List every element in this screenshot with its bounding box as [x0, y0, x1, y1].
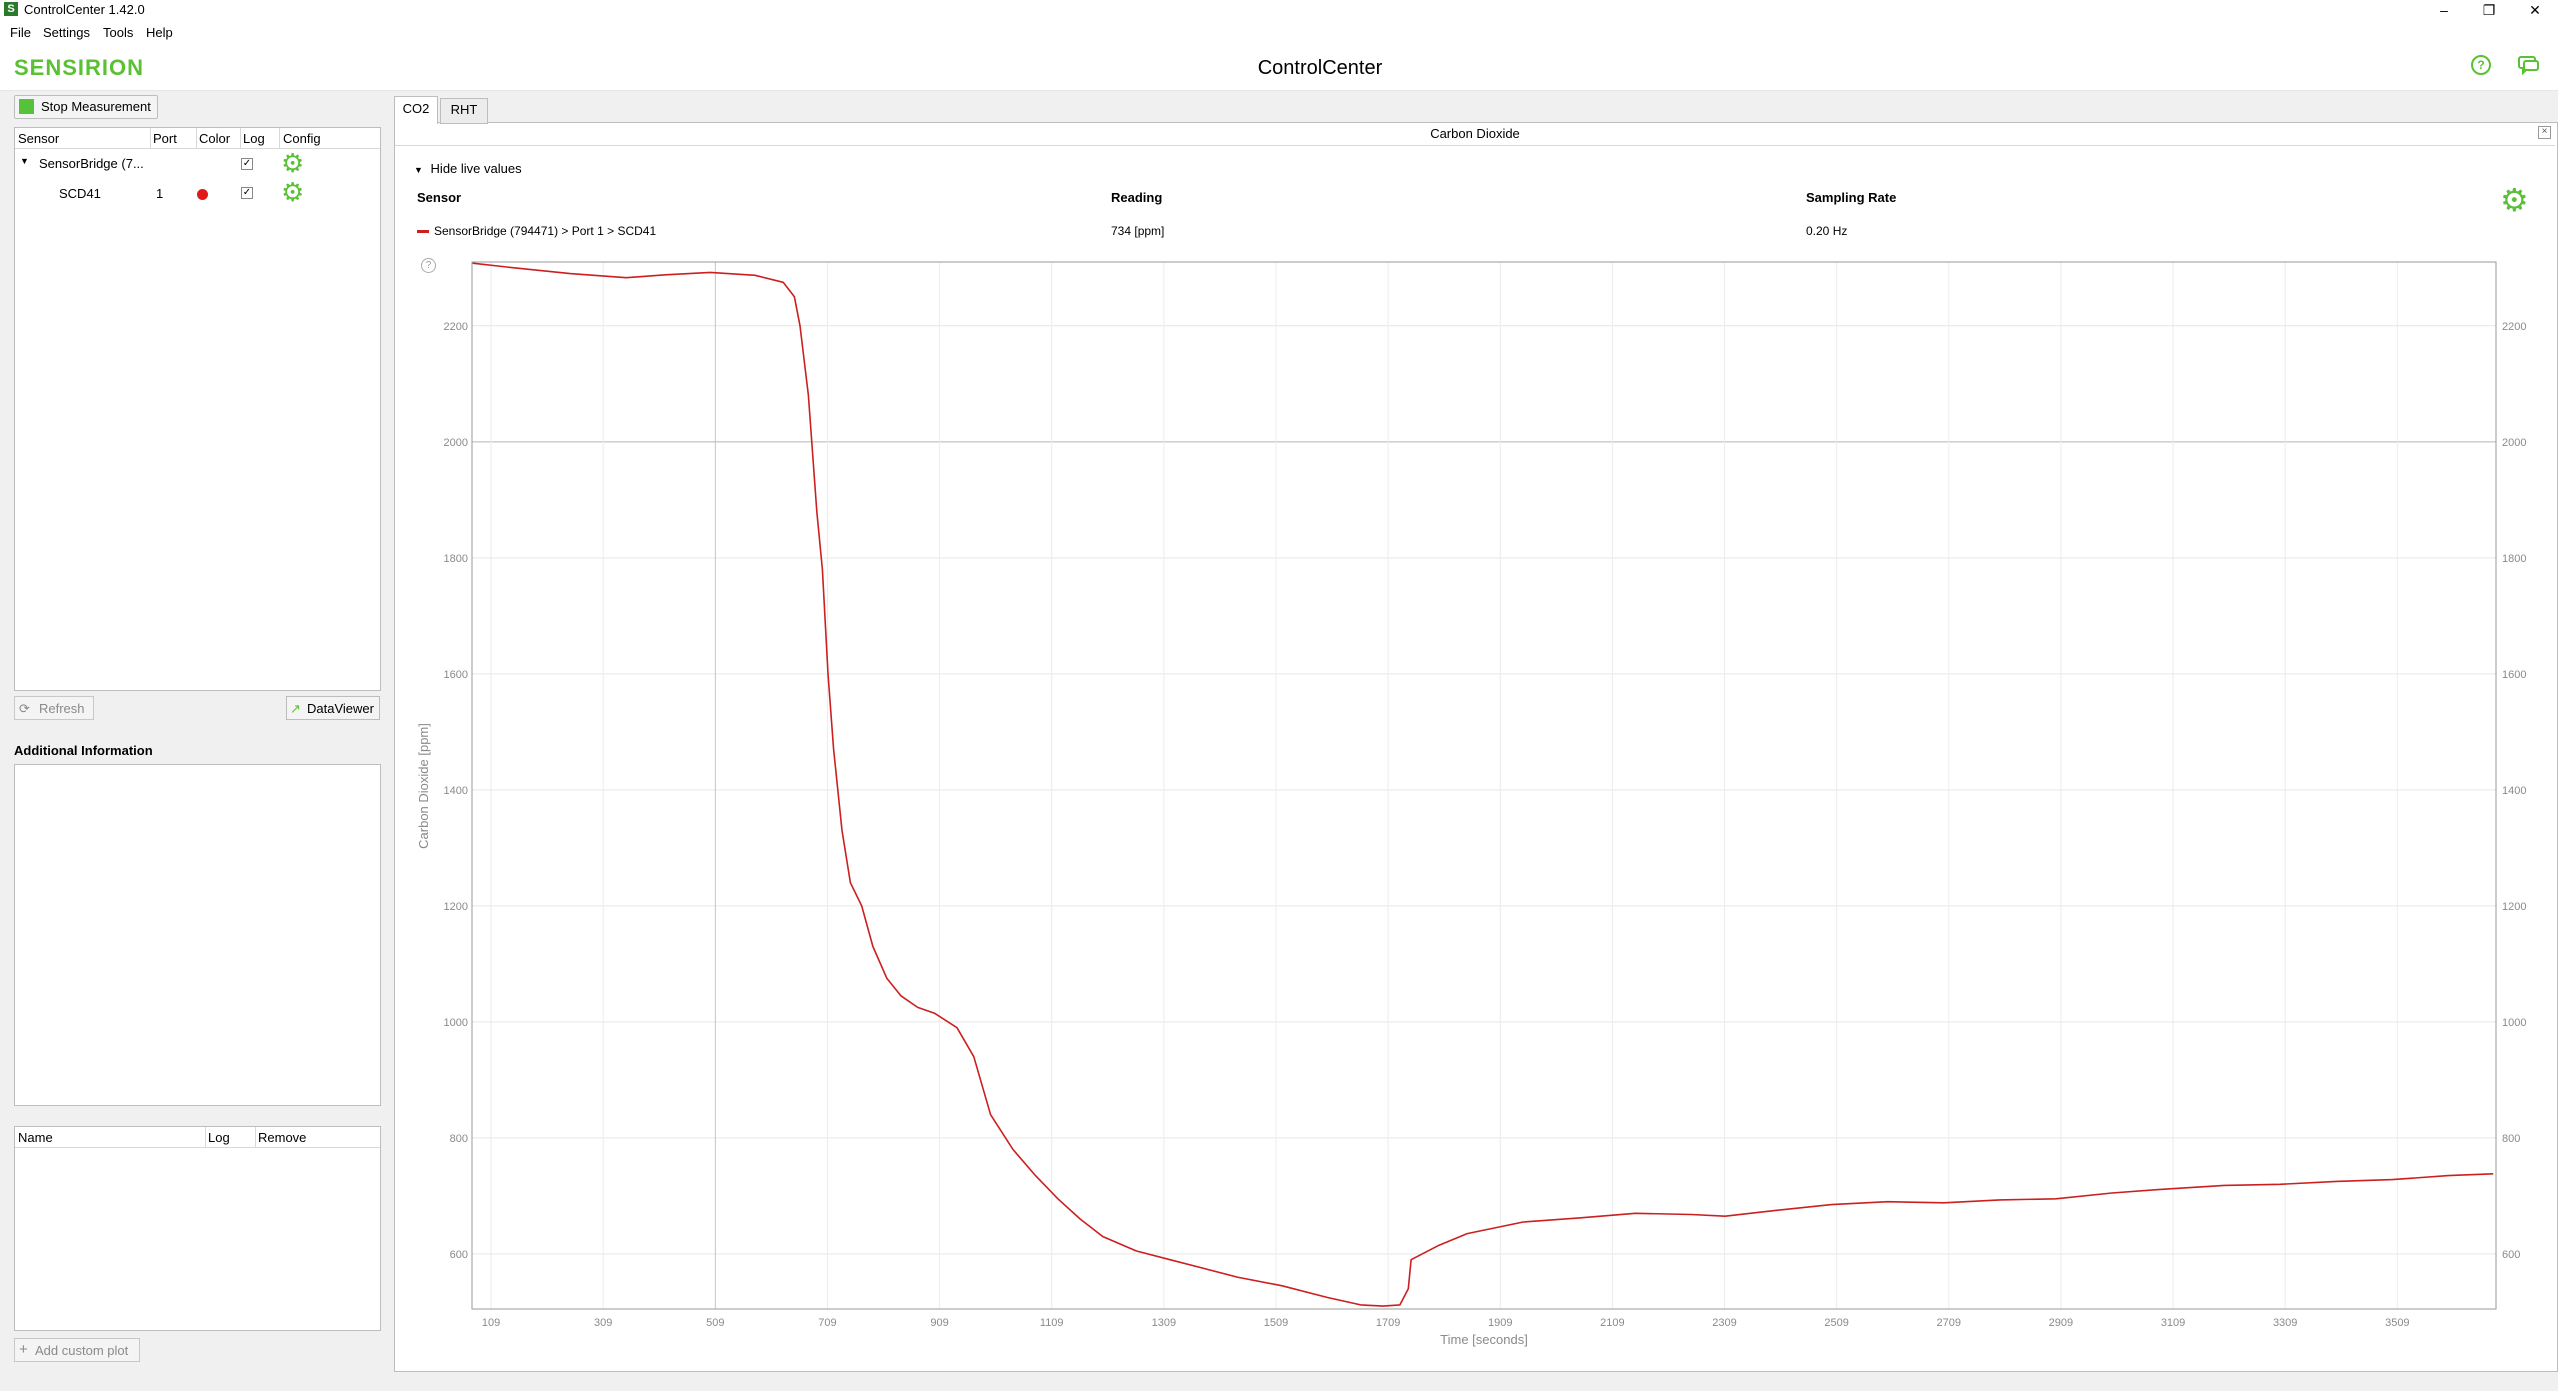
column-divider	[205, 1127, 206, 1147]
panel-title: Carbon Dioxide	[1430, 126, 1520, 141]
plus-icon: +	[19, 1341, 28, 1358]
column-divider	[196, 128, 197, 148]
minimize-icon[interactable]: –	[2440, 2, 2448, 18]
live-header-sensor: Sensor	[417, 190, 462, 205]
additional-info-title: Additional Information	[14, 743, 153, 758]
refresh-button[interactable]: ⟳ Refresh	[14, 696, 94, 720]
stop-icon	[19, 99, 34, 114]
title-bar	[0, 0, 2558, 20]
brand-logo: SENSIRION	[14, 55, 145, 80]
color-dot-icon[interactable]	[197, 189, 208, 200]
restore-icon[interactable]: ❐	[2482, 2, 2496, 18]
close-icon[interactable]: ✕	[2529, 2, 2541, 18]
panel-title-bar	[395, 123, 2555, 146]
refresh-icon: ⟳	[19, 701, 30, 716]
stop-measurement-button[interactable]: Stop Measurement	[14, 95, 158, 119]
menu-settings[interactable]: Settings	[43, 25, 90, 40]
config-gear-icon[interactable]: ⚙	[281, 177, 305, 207]
live-settings-gear-icon[interactable]: ⚙	[2500, 182, 2529, 218]
sensor-tree: Sensor Port Color Log Config ▼ SensorBri…	[14, 127, 381, 691]
config-gear-icon[interactable]: ⚙	[281, 148, 305, 178]
window-title: ControlCenter 1.42.0	[24, 2, 145, 17]
collapse-arrow-icon: ▼	[414, 165, 423, 175]
menu-tools[interactable]: Tools	[103, 25, 134, 40]
panel-close-icon[interactable]: ×	[2538, 126, 2551, 139]
col-header-sensor[interactable]: Sensor	[18, 131, 60, 146]
log-checkbox[interactable]: ✓	[241, 187, 253, 199]
expand-arrow-icon[interactable]: ▼	[20, 156, 29, 166]
help-icon[interactable]: ?	[2471, 55, 2491, 75]
live-sensor-path: SensorBridge (794471) > Port 1 > SCD41	[434, 224, 657, 238]
hide-live-values-toggle[interactable]: ▼ Hide live values	[414, 161, 522, 176]
live-header-reading: Reading	[1111, 190, 1163, 205]
header-bar	[0, 46, 2558, 91]
tab-rht[interactable]: RHT	[440, 98, 488, 124]
live-sampling-rate: 0.20 Hz	[1806, 224, 1848, 238]
stop-measurement-label: Stop Measurement	[41, 99, 151, 114]
menu-bar	[0, 20, 2558, 46]
scd41-item[interactable]: SCD41	[59, 186, 101, 201]
add-custom-plot-label: Add custom plot	[35, 1343, 129, 1358]
additional-info-box	[14, 764, 381, 1106]
col-header-log[interactable]: Log	[243, 131, 265, 146]
dataviewer-button[interactable]: ↗ DataViewer	[286, 696, 380, 720]
add-custom-plot-button[interactable]: + Add custom plot	[14, 1338, 140, 1362]
col-header-log[interactable]: Log	[208, 1130, 230, 1145]
column-divider	[255, 1127, 256, 1147]
app-title: ControlCenter	[1257, 57, 1383, 79]
sensor-bridge-item[interactable]: SensorBridge (7...	[39, 156, 144, 171]
series-color-swatch	[417, 230, 429, 233]
col-header-name[interactable]: Name	[18, 1130, 53, 1145]
header-divider	[15, 1147, 380, 1148]
col-header-color[interactable]: Color	[199, 131, 231, 146]
log-checkbox[interactable]: ✓	[241, 158, 253, 170]
col-header-config[interactable]: Config	[283, 131, 321, 146]
hide-live-values-label: Hide live values	[430, 161, 522, 176]
col-header-port[interactable]: Port	[153, 131, 177, 146]
column-divider	[279, 128, 280, 148]
column-divider	[150, 128, 151, 148]
app-icon: S	[4, 2, 18, 16]
col-header-remove[interactable]: Remove	[258, 1130, 307, 1145]
feedback-icon[interactable]	[2518, 55, 2539, 76]
chart-line-icon: ↗	[290, 701, 301, 716]
menu-file[interactable]: File	[10, 25, 31, 40]
header-divider	[15, 148, 380, 149]
custom-plot-table: Name Log Remove	[14, 1126, 381, 1331]
tab-co2[interactable]: CO2	[394, 96, 438, 124]
refresh-label: Refresh	[39, 701, 85, 716]
live-header-sampling-rate: Sampling Rate	[1806, 190, 1897, 205]
live-reading-value: 734 [ppm]	[1111, 224, 1165, 238]
port-value: 1	[156, 186, 164, 201]
dataviewer-label: DataViewer	[307, 701, 374, 716]
chart-help-icon[interactable]: ?	[421, 258, 436, 273]
column-divider	[240, 128, 241, 148]
content-panel	[394, 122, 2558, 1372]
menu-help[interactable]: Help	[146, 25, 173, 40]
